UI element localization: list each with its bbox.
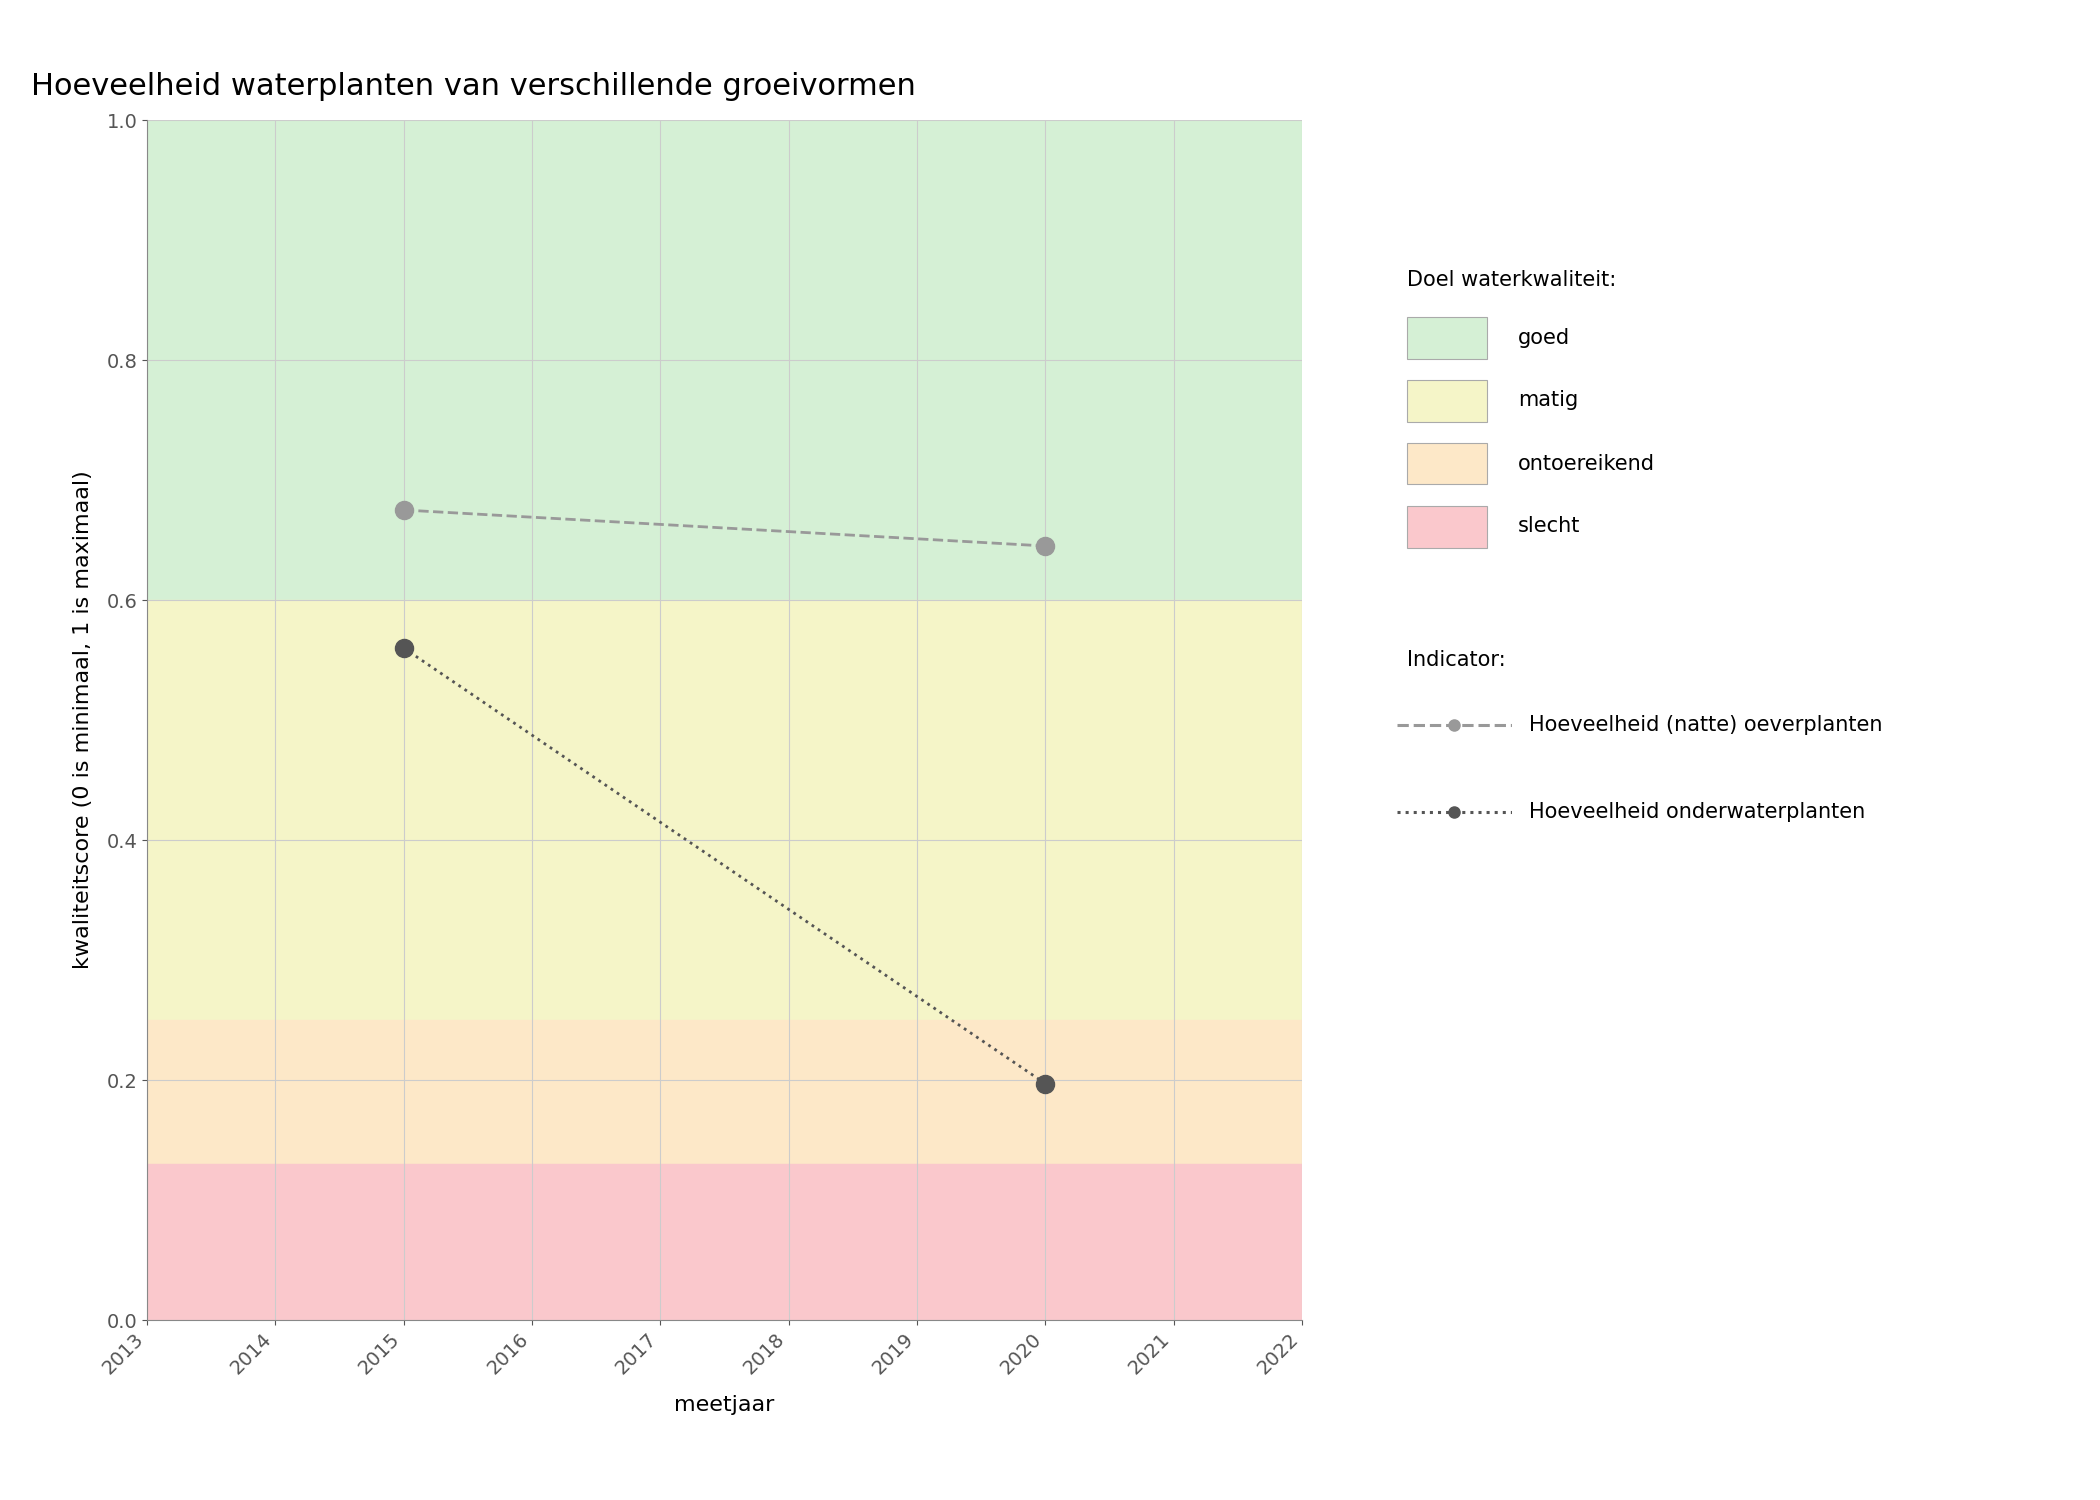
Text: goed: goed <box>1518 327 1571 348</box>
Text: Doel waterkwaliteit:: Doel waterkwaliteit: <box>1407 270 1617 290</box>
Text: slecht: slecht <box>1518 516 1581 537</box>
Text: Indicator:: Indicator: <box>1407 650 1506 669</box>
Text: Hoeveelheid waterplanten van verschillende groeivormen: Hoeveelheid waterplanten van verschillen… <box>32 72 916 100</box>
Text: ontoereikend: ontoereikend <box>1518 453 1655 474</box>
Bar <box>147 600 1302 1020</box>
Bar <box>147 1020 1302 1164</box>
Y-axis label: kwaliteitscore (0 is minimaal, 1 is maximaal): kwaliteitscore (0 is minimaal, 1 is maxi… <box>74 471 92 969</box>
Text: matig: matig <box>1518 390 1579 411</box>
Text: Hoeveelheid onderwaterplanten: Hoeveelheid onderwaterplanten <box>1529 801 1865 822</box>
Text: Hoeveelheid (natte) oeverplanten: Hoeveelheid (natte) oeverplanten <box>1529 714 1882 735</box>
X-axis label: meetjaar: meetjaar <box>674 1395 775 1414</box>
Bar <box>147 1164 1302 1320</box>
Bar <box>147 120 1302 600</box>
